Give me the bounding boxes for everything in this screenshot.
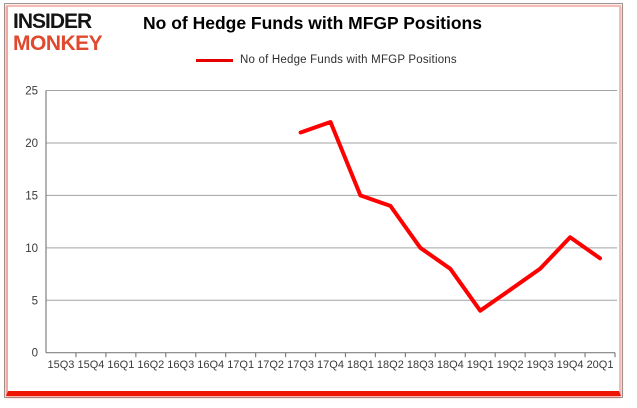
x-tick-label-19Q2: 19Q2 bbox=[497, 359, 524, 371]
x-tick-label-16Q1: 16Q1 bbox=[107, 359, 134, 371]
chart-title: No of Hedge Funds with MFGP Positions bbox=[143, 13, 482, 33]
x-tick-label-17Q4: 17Q4 bbox=[317, 359, 344, 371]
legend-label: No of Hedge Funds with MFGP Positions bbox=[240, 54, 457, 66]
x-tick-label-17Q2: 17Q2 bbox=[257, 359, 284, 371]
logo-insider-text: INSIDER bbox=[13, 10, 92, 33]
insider-monkey-logo: INSIDER MONKEY bbox=[13, 10, 103, 55]
y-tick-label-5: 5 bbox=[32, 295, 38, 307]
y-tick-label-15: 15 bbox=[25, 190, 38, 202]
legend: No of Hedge Funds with MFGP Positions bbox=[196, 54, 457, 66]
x-tick-label-15Q4: 15Q4 bbox=[77, 359, 104, 371]
x-tick-label-19Q3: 19Q3 bbox=[527, 359, 554, 371]
x-tick-label-18Q2: 18Q2 bbox=[377, 359, 404, 371]
x-tick-label-18Q1: 18Q1 bbox=[347, 359, 374, 371]
x-tick-label-15Q3: 15Q3 bbox=[48, 359, 75, 371]
x-tick-label-16Q4: 16Q4 bbox=[197, 359, 224, 371]
y-tick-label-0: 0 bbox=[32, 348, 38, 360]
x-tick-label-19Q1: 19Q1 bbox=[467, 359, 494, 371]
x-tick-label-18Q4: 18Q4 bbox=[437, 359, 464, 371]
x-tick-label-16Q2: 16Q2 bbox=[137, 359, 164, 371]
x-tick-label-17Q1: 17Q1 bbox=[227, 359, 254, 371]
x-tick-label-19Q4: 19Q4 bbox=[557, 359, 584, 371]
x-tick-label-16Q3: 16Q3 bbox=[167, 359, 194, 371]
y-tick-label-20: 20 bbox=[25, 138, 38, 150]
legend-line-marker bbox=[196, 58, 233, 62]
y-tick-label-25: 25 bbox=[25, 86, 38, 98]
series-line-no-of-hedge-funds-with-mfgp-positions bbox=[298, 120, 602, 313]
x-tick-label-17Q3: 17Q3 bbox=[287, 359, 314, 371]
logo-monkey-text: MONKEY bbox=[13, 32, 103, 55]
y-tick-label-10: 10 bbox=[25, 243, 38, 255]
x-tick-label-20Q1: 20Q1 bbox=[587, 359, 614, 371]
x-tick-label-18Q3: 18Q3 bbox=[407, 359, 434, 371]
